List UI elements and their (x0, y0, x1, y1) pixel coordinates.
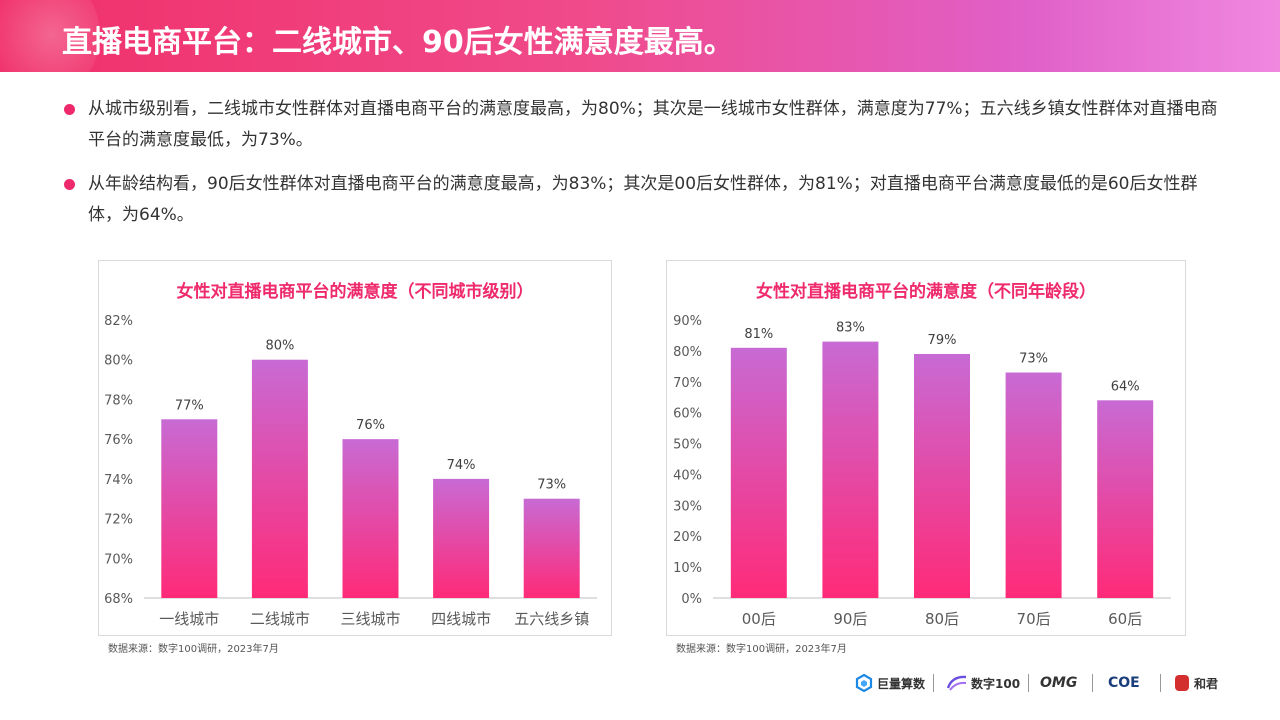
bullet-item-age: 从年龄结构看，90后女性群体对直播电商平台的满意度最高，为83%；其次是00后女… (62, 169, 1222, 231)
logo-omg: OMG (1040, 675, 1078, 691)
bar (342, 439, 399, 598)
bar-value-label: 83% (836, 321, 865, 336)
logo-text: 和君 (1194, 676, 1219, 691)
y-tick-label: 78% (104, 393, 133, 408)
logo-juliang: 巨量算数 (855, 670, 925, 696)
footer-logos: 巨量算数 数字100 OMG COE 和君 (0, 670, 1280, 696)
bar-value-label: 80% (265, 339, 294, 354)
x-category-label: 一线城市 (159, 610, 219, 628)
logo-shuzi100: 数字100 (946, 670, 1020, 696)
header-decoration (0, 0, 100, 72)
chart-title-age: 女性对直播电商平台的满意度（不同年龄段） (756, 282, 1096, 302)
y-tick-label: 90% (673, 314, 702, 329)
shuzi100-logo-icon (946, 675, 967, 691)
bar (1005, 372, 1062, 598)
bar (1097, 400, 1154, 598)
bar (822, 341, 879, 598)
x-category-label: 70后 (1017, 610, 1051, 628)
y-tick-label: 72% (104, 513, 133, 528)
logo-coe: COE (1108, 675, 1140, 691)
y-tick-label: 80% (104, 354, 133, 369)
y-tick-label: 0% (681, 592, 702, 607)
y-tick-label: 80% (673, 345, 702, 360)
y-tick-label: 60% (673, 407, 702, 422)
bar-value-label: 64% (1111, 379, 1140, 394)
bar (161, 419, 218, 598)
x-category-label: 00后 (742, 610, 776, 628)
y-tick-label: 70% (104, 552, 133, 567)
y-tick-label: 76% (104, 433, 133, 448)
bar-value-label: 73% (537, 478, 566, 493)
y-tick-label: 40% (673, 468, 702, 483)
page-title: 直播电商平台：二线城市、90后女性满意度最高。 (62, 25, 734, 60)
x-category-label: 80后 (925, 610, 959, 628)
bar-chart-age: 0% 10% 20% 30% 40% 50% 60% 70% 80% 90% 81% 00后 83% 90… (673, 314, 1171, 628)
bullet-list: 从城市级别看，二线城市女性群体对直播电商平台的满意度最高，为80%；其次是一线城… (62, 94, 1222, 244)
x-category-label: 五六线乡镇 (514, 610, 589, 628)
x-category-label: 60后 (1108, 610, 1142, 628)
bar-value-label: 79% (928, 333, 957, 348)
juliang-logo-icon (855, 674, 873, 692)
data-source-left: 数据来源：数字100调研，2023年7月 (108, 644, 279, 655)
x-category-label: 二线城市 (250, 610, 310, 628)
chart-panel-age: 女性对直播电商平台的满意度（不同年龄段） 0% 10% 20% 30% 40% 50% 60… (666, 260, 1186, 636)
logo-text: 巨量算数 (877, 676, 926, 691)
logo-separator (1028, 674, 1029, 692)
y-tick-label: 70% (673, 376, 702, 391)
data-source-right: 数据来源：数字100调研，2023年7月 (676, 644, 847, 655)
bar (730, 347, 787, 598)
bar (433, 478, 490, 598)
x-category-label: 四线城市 (431, 610, 491, 628)
bullet-text: 从城市级别看，二线城市女性群体对直播电商平台的满意度最高，为80%；其次是一线城… (88, 99, 1218, 150)
y-tick-label: 50% (673, 438, 702, 453)
y-tick-label: 30% (673, 499, 702, 514)
bullet-item-city: 从城市级别看，二线城市女性群体对直播电商平台的满意度最高，为80%；其次是一线城… (62, 94, 1222, 156)
y-tick-label: 74% (104, 473, 133, 488)
bar-value-label: 77% (175, 398, 204, 413)
logo-separator (1160, 674, 1161, 692)
bullet-dot-icon (64, 104, 75, 115)
y-tick-label: 82% (104, 314, 133, 329)
bar-chart-city: 68% 70% 72% 74% 76% 78% 80% 82% 77% 一线城市 80% 二线城市 76… (104, 314, 597, 628)
bullet-dot-icon (64, 179, 75, 190)
x-category-label: 90后 (833, 610, 867, 628)
chart-panel-city: 女性对直播电商平台的满意度（不同城市级别） 68% 70% 72% 74% 76% 78%… (98, 260, 612, 636)
page-header: 直播电商平台：二线城市、90后女性满意度最高。 (0, 0, 1280, 72)
bar (523, 498, 580, 598)
logo-hejun: 和君 (1174, 670, 1218, 696)
logo-separator (1092, 674, 1093, 692)
x-category-label: 三线城市 (340, 610, 400, 628)
bar (914, 353, 970, 598)
bar-value-label: 81% (744, 327, 773, 342)
chart-title-city: 女性对直播电商平台的满意度（不同城市级别） (176, 282, 534, 302)
y-tick-label: 68% (104, 592, 133, 607)
bullet-text: 从年龄结构看，90后女性群体对直播电商平台的满意度最高，为83%；其次是00后女… (88, 174, 1198, 225)
logo-separator (933, 674, 934, 692)
bar (251, 359, 308, 598)
y-tick-label: 10% (673, 561, 702, 576)
hejun-seal-icon (1175, 675, 1189, 691)
bar-value-label: 76% (356, 418, 385, 433)
bar-value-label: 73% (1019, 352, 1048, 367)
logo-text: 数字100 (971, 676, 1021, 691)
bar-value-label: 74% (447, 458, 476, 473)
y-tick-label: 20% (673, 530, 702, 545)
